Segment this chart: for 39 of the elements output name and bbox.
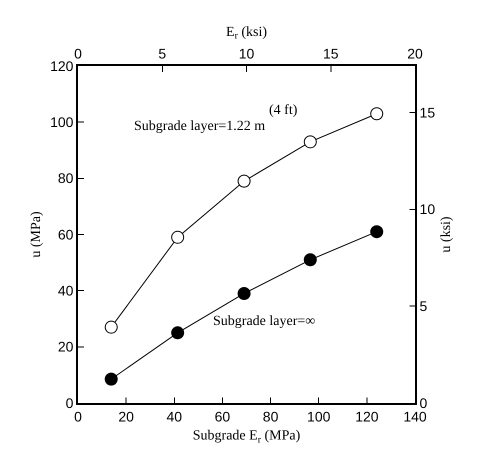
point [370,107,384,120]
point [104,372,118,386]
y-tick-label: 60 [58,226,74,242]
point [304,253,317,266]
x-tick-label: 100 [307,408,331,425]
x-tick-label: 60 [214,408,230,425]
x-tick-label: 120 [355,408,379,425]
annotation: (4 ft) [269,103,298,118]
y2-tick-label: 0 [420,394,428,411]
point [370,225,384,238]
annotation: Subgrade layer=1.22 m [134,119,266,134]
x-tick-label: 140 [403,408,427,425]
x2-tick-label: 20 [407,46,423,62]
x2-tick-label: 5 [158,46,166,62]
x2-axis-title: E$_{r}$ (ksi) [226,24,268,42]
y-tick-label: 80 [58,170,74,186]
x-tick-label: 20 [118,408,134,425]
x2-tick-label: 15 [322,46,339,62]
y-axis-title: u (MPa) [29,211,44,258]
point [171,326,184,340]
point [304,135,317,148]
y-tick-label: 120 [50,58,74,74]
x-tick-label: 80 [262,408,279,425]
y2-tick-label: 15 [420,104,436,120]
y-tick-label: 0 [66,394,74,411]
x-axis-title: Subgrade E$_{r}$ (MPa) [192,428,301,446]
point [171,230,184,244]
x-tick-label: 40 [166,408,182,425]
point [238,286,251,300]
y-tick-label: 20 [58,338,74,355]
y2-tick-label: 5 [420,298,428,314]
y2-tick-label: 10 [420,201,436,218]
y-tick-label: 100 [50,114,74,130]
annotation: Subgrade layer=∞ [213,314,316,329]
y-tick-label: 40 [58,282,74,299]
point [104,320,118,334]
x2-tick-label: 10 [238,46,254,62]
y2-axis-title: u (ksi) [439,216,454,253]
point [238,174,251,188]
